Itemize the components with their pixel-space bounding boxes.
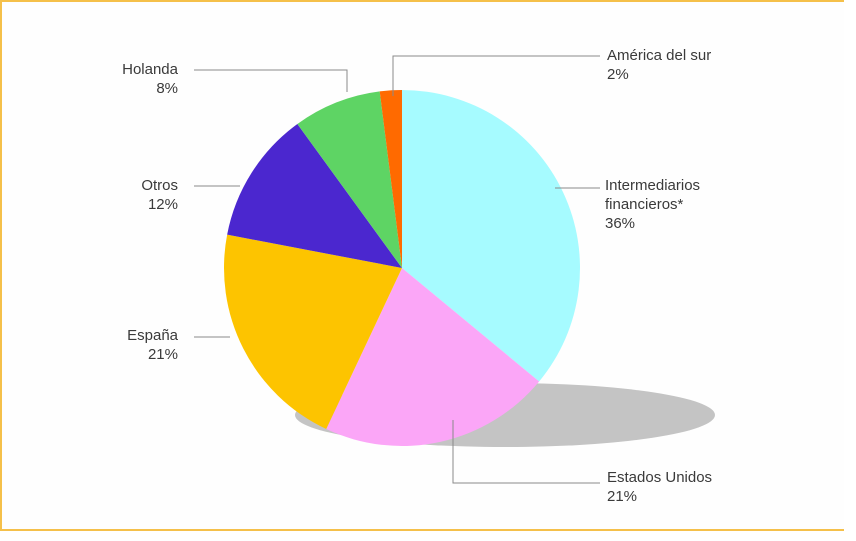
pie-slice	[227, 123, 402, 269]
pie-slice	[402, 90, 580, 382]
slice-value-label: 8%	[156, 80, 178, 97]
slice-value-label: 36%	[605, 215, 635, 232]
slice-label: España 21%	[127, 327, 179, 363]
slice-value-label: 12%	[148, 196, 178, 213]
slice-value-label: 2%	[607, 66, 629, 83]
slice-category-label: Otros	[141, 177, 178, 194]
slice-label: Intermediarios financieros* 36%	[605, 177, 700, 232]
slice-value-label: 21%	[607, 488, 637, 505]
slice-label: América del sur 2%	[607, 47, 711, 83]
slice-category-label: Estados Unidos	[607, 469, 712, 486]
slice-label: Holanda 8%	[122, 61, 179, 97]
slice-label: Estados Unidos 21%	[607, 469, 712, 505]
slice-label: Otros 12%	[141, 177, 178, 213]
leader-lines	[194, 55, 600, 484]
pie-slices	[224, 90, 580, 446]
leader-line	[452, 420, 600, 484]
slice-value-label: 21%	[148, 346, 178, 363]
slice-category-label: financieros*	[605, 196, 684, 213]
pie-slice	[224, 234, 402, 430]
pie-slice	[379, 90, 402, 268]
pie-slice	[326, 268, 540, 446]
leader-line	[392, 55, 600, 96]
leader-line	[194, 69, 348, 92]
pie-slice	[297, 91, 402, 268]
slice-category-label: España	[127, 327, 179, 344]
slice-category-label: Holanda	[122, 61, 179, 78]
slice-labels: Intermediarios financieros* 36% Estados Uni…	[122, 47, 712, 505]
slice-category-label: Intermediarios	[605, 177, 700, 194]
slice-category-label: América del sur	[607, 47, 711, 64]
